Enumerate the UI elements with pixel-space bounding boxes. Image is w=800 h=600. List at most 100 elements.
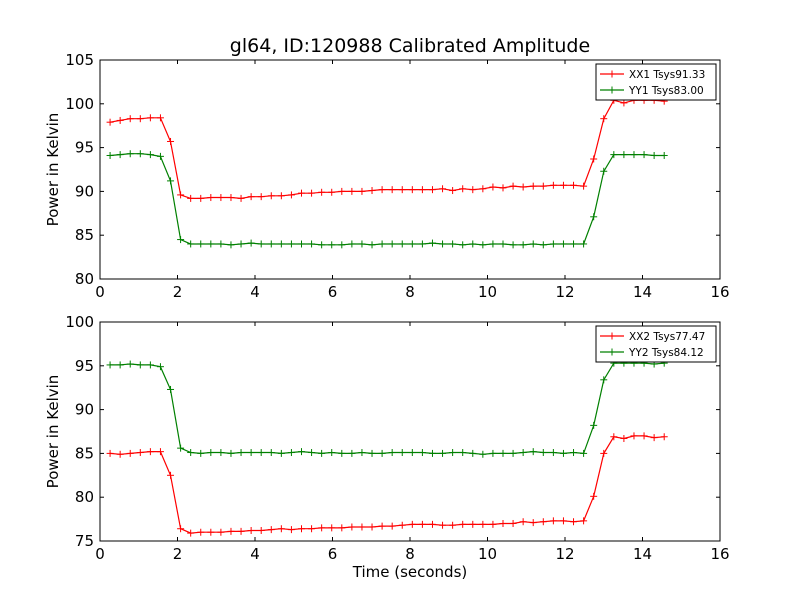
y-tick-label: 85 — [75, 226, 94, 244]
data-point — [237, 240, 245, 248]
data-point — [559, 240, 567, 248]
data-point — [358, 240, 366, 248]
data-point — [237, 527, 245, 535]
data-point — [358, 449, 366, 457]
data-point — [418, 186, 426, 194]
data-point — [459, 185, 467, 193]
data-point — [126, 115, 134, 123]
data-point — [459, 241, 467, 249]
data-point — [449, 521, 457, 529]
data-point — [257, 526, 265, 534]
data-point — [348, 240, 356, 248]
data-point — [136, 115, 144, 123]
data-point — [328, 241, 336, 249]
data-point — [610, 433, 618, 441]
data-point — [650, 151, 658, 159]
data-point — [479, 450, 487, 458]
data-point — [398, 449, 406, 457]
data-point — [630, 432, 638, 440]
data-point — [217, 194, 225, 202]
x-tick-label: 6 — [328, 545, 338, 563]
x-tick-label: 16 — [710, 545, 729, 563]
data-point — [156, 363, 164, 371]
data-point — [358, 523, 366, 531]
data-point — [559, 449, 567, 457]
data-point — [368, 241, 376, 249]
data-point — [600, 449, 608, 457]
series-2 — [106, 150, 668, 249]
data-point — [338, 449, 346, 457]
data-point — [469, 520, 477, 528]
legend-entry: XX2 Tsys77.47 — [600, 331, 705, 343]
legend: XX2 Tsys77.47 YY2 Tsys84.12 — [595, 325, 717, 363]
legend-entry: YY1 Tsys83.00 — [600, 85, 704, 97]
data-point — [187, 194, 195, 202]
data-point — [156, 448, 164, 456]
data-point — [580, 240, 588, 248]
data-point — [459, 520, 467, 528]
y-tick-label: 75 — [75, 532, 94, 550]
data-point — [529, 519, 537, 527]
legend-label: YY2 Tsys84.12 — [628, 347, 704, 359]
data-point — [549, 449, 557, 457]
plot-2: 0 2 4 6 8 10 12 14 16 75 80 85 90 95 100 Power in Kelvi… — [44, 313, 730, 581]
plot-1: 0 2 4 6 8 10 12 14 16 80 85 90 95 100 105 gl64, ID:1209… — [44, 35, 730, 301]
data-point — [308, 189, 316, 197]
x-axis-label: Time (seconds) — [352, 563, 468, 581]
data-point — [469, 240, 477, 248]
data-point — [227, 527, 235, 535]
data-point — [177, 191, 185, 199]
data-point — [156, 114, 164, 122]
data-point — [298, 240, 305, 248]
data-point — [338, 524, 346, 532]
data-point — [378, 449, 386, 457]
data-point — [358, 187, 366, 195]
data-point — [428, 186, 436, 194]
data-point — [378, 240, 386, 248]
y-tick-label: 80 — [75, 270, 94, 288]
data-point — [590, 492, 598, 500]
data-point — [529, 182, 537, 190]
data-point — [267, 449, 275, 457]
y-tick-label: 85 — [75, 444, 94, 462]
data-point — [177, 236, 185, 244]
data-point — [418, 449, 426, 457]
data-point — [489, 449, 497, 457]
data-point — [489, 240, 497, 248]
data-point — [308, 240, 316, 248]
y-tick-label: 90 — [75, 182, 94, 200]
data-point — [509, 241, 517, 249]
data-point — [469, 186, 477, 194]
data-point — [167, 137, 175, 145]
data-point — [136, 150, 144, 158]
data-point — [549, 181, 557, 189]
data-point — [146, 151, 154, 159]
x-tick-label: 12 — [555, 283, 574, 301]
data-point — [237, 194, 245, 202]
data-point — [277, 525, 285, 533]
data-point — [590, 421, 598, 429]
data-point — [247, 239, 255, 247]
data-point — [237, 449, 245, 457]
data-point — [116, 450, 124, 458]
data-point — [650, 434, 658, 442]
data-point — [590, 213, 598, 221]
data-point — [408, 186, 416, 194]
x-tick-label: 2 — [173, 545, 183, 563]
data-point — [590, 155, 598, 163]
data-point — [570, 181, 578, 189]
data-point — [519, 241, 527, 249]
data-point — [660, 433, 668, 441]
y-tick-label: 100 — [65, 313, 94, 331]
data-point — [207, 194, 215, 202]
data-point — [177, 444, 185, 452]
data-point — [509, 182, 517, 190]
data-point — [660, 151, 668, 159]
x-tick-label: 10 — [478, 545, 497, 563]
data-point — [146, 114, 154, 122]
data-point — [217, 528, 225, 536]
data-point — [459, 449, 467, 457]
data-point — [136, 361, 144, 369]
y-tick-label: 95 — [75, 139, 94, 157]
x-tick-label: 2 — [173, 283, 183, 301]
